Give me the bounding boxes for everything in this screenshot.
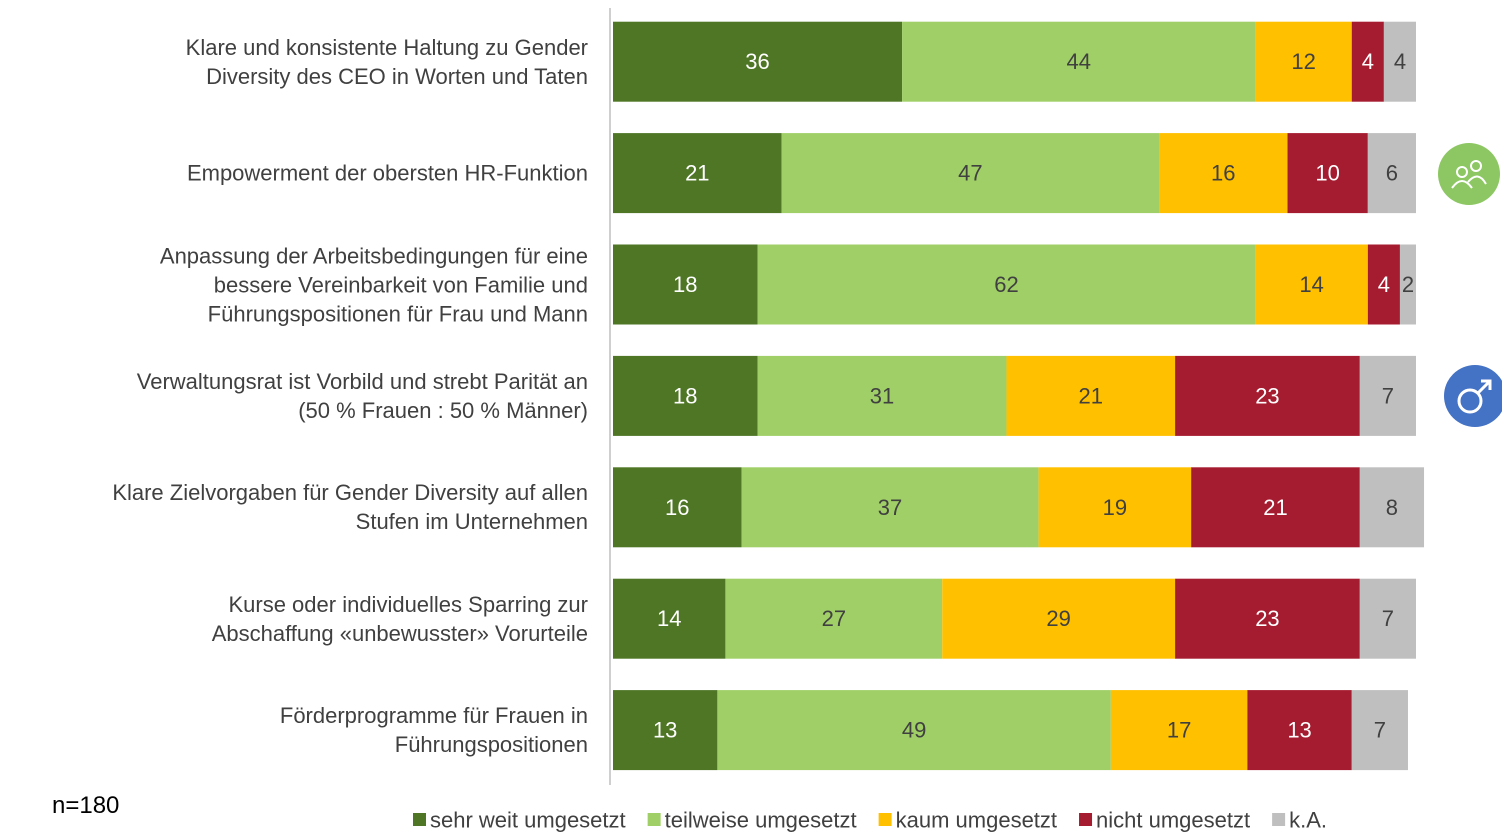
- bar-segment: [717, 690, 1111, 771]
- value-label: 16: [665, 495, 689, 520]
- value-label: 21: [1263, 495, 1287, 520]
- legend-label: k.A.: [1289, 808, 1327, 832]
- bar-segment: [613, 467, 742, 548]
- bar-segment: [1191, 467, 1360, 548]
- value-label: 7: [1382, 606, 1394, 631]
- bar-segment: [1351, 690, 1408, 771]
- bar-segment: [1359, 467, 1425, 548]
- bar-segment: [613, 21, 903, 102]
- value-label: 2: [1402, 272, 1414, 297]
- value-label: 27: [822, 606, 846, 631]
- bar-segment: [781, 133, 1160, 214]
- value-label: 17: [1167, 718, 1191, 743]
- bar-segment: [741, 467, 1039, 548]
- bar-segment: [1255, 244, 1368, 325]
- bar-segment: [902, 21, 1256, 102]
- bar-segment: [1359, 578, 1416, 659]
- legend-label: nicht umgesetzt: [1096, 808, 1250, 832]
- bar-segment: [613, 578, 726, 659]
- value-label: 8: [1386, 495, 1398, 520]
- bar-segment: [613, 133, 782, 214]
- value-label: 21: [1079, 383, 1103, 408]
- value-label: 6: [1386, 161, 1398, 186]
- bar-segment: [1351, 21, 1384, 102]
- value-label: 44: [1066, 49, 1090, 74]
- value-label: 7: [1382, 383, 1394, 408]
- bar-segment: [1159, 133, 1288, 214]
- bar-segment: [1287, 133, 1368, 214]
- category-label: Kurse oder individuelles Sparring zur Ab…: [211, 591, 588, 646]
- value-label: 10: [1315, 161, 1339, 186]
- value-label: 36: [745, 49, 769, 74]
- value-label: 19: [1103, 495, 1127, 520]
- value-label: 4: [1378, 272, 1390, 297]
- bar-segment: [613, 244, 758, 325]
- category-label: Verwaltungsrat ist Vorbild und strebt Pa…: [136, 368, 588, 423]
- value-label: 23: [1255, 383, 1279, 408]
- legend-label: teilweise umgesetzt: [665, 808, 857, 832]
- value-label: 31: [870, 383, 894, 408]
- value-label: 23: [1255, 606, 1279, 631]
- group-icon: [1438, 143, 1500, 205]
- value-label: 21: [685, 161, 709, 186]
- bar-segment: [613, 355, 758, 436]
- bar-segment: [1255, 21, 1352, 102]
- bar-segment: [1038, 467, 1192, 548]
- bar-segment: [1367, 244, 1400, 325]
- male-icon: [1444, 365, 1502, 427]
- legend-label: sehr weit umgesetzt: [430, 808, 626, 832]
- value-label: 62: [994, 272, 1018, 297]
- value-label: 16: [1211, 161, 1235, 186]
- category-label: Empowerment der obersten HR-Funktion: [186, 160, 588, 186]
- value-label: 18: [673, 383, 697, 408]
- category-label: Förderprogramme für Frauen in Führungspo…: [279, 703, 588, 758]
- bar-segment: [1110, 690, 1248, 771]
- value-label: 12: [1291, 49, 1315, 74]
- legend-swatch: [878, 813, 892, 826]
- bar-segment: [1367, 133, 1416, 214]
- value-label: 47: [958, 161, 982, 186]
- legend-label: kaum umgesetzt: [896, 808, 1057, 832]
- bar-segment: [757, 244, 1256, 325]
- value-label: 29: [1046, 606, 1070, 631]
- bar-segment: [1359, 355, 1416, 436]
- value-label: 13: [653, 718, 677, 743]
- value-label: 37: [878, 495, 902, 520]
- value-label: 7: [1374, 718, 1386, 743]
- value-label: 4: [1394, 49, 1406, 74]
- legend-swatch: [647, 813, 661, 826]
- value-label: 14: [657, 606, 681, 631]
- bar-segment: [942, 578, 1176, 659]
- bar-segment: [725, 578, 943, 659]
- category-label: Klare Zielvorgaben für Gender Diversity …: [112, 480, 588, 535]
- sample-note: n=180: [52, 792, 120, 819]
- value-label: 14: [1299, 272, 1323, 297]
- legend-swatch: [413, 813, 426, 826]
- bar-segment: [1175, 355, 1360, 436]
- bar-segment: [1006, 355, 1176, 436]
- bar-segment: [1399, 244, 1416, 325]
- bar-segment: [1175, 578, 1360, 659]
- bar-segment: [757, 355, 1007, 436]
- bar-segment: [613, 690, 718, 771]
- legend-swatch: [1079, 813, 1093, 826]
- value-label: 18: [673, 272, 697, 297]
- bar-segment: [1383, 21, 1416, 102]
- legend-swatch: [1272, 813, 1286, 826]
- value-label: 13: [1287, 718, 1311, 743]
- value-label: 49: [902, 718, 926, 743]
- value-label: 4: [1362, 49, 1374, 74]
- category-label: Anpassung der Arbeitsbedingungen für ein…: [159, 243, 588, 326]
- bar-segment: [1247, 690, 1352, 771]
- category-label: Klare und konsistente Haltung zu Gender …: [185, 34, 588, 89]
